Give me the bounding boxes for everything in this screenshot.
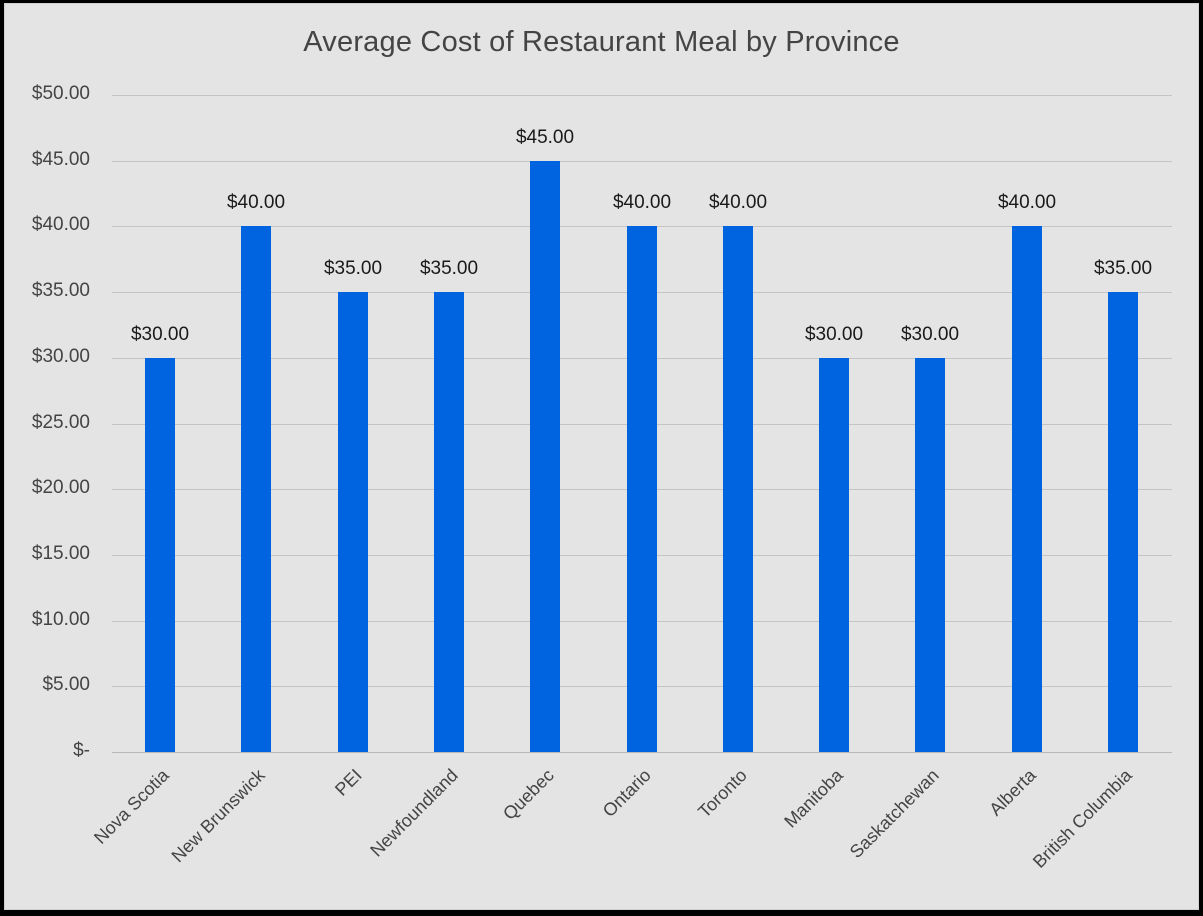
y-tick-label: $30.00 [31, 346, 90, 367]
data-label: $35.00 [419, 258, 479, 279]
bar [915, 358, 945, 752]
y-tick-label: $20.00 [31, 477, 90, 498]
data-label: $30.00 [804, 324, 864, 345]
data-label: $40.00 [997, 192, 1057, 213]
chart-title: Average Cost of Restaurant Meal by Provi… [303, 26, 900, 58]
y-tick-label: $40.00 [31, 214, 90, 235]
data-label: $35.00 [323, 258, 383, 279]
data-label: $30.00 [130, 324, 190, 345]
y-tick-label: $15.00 [31, 543, 90, 564]
y-tick-label: $- [73, 740, 90, 761]
y-tick-label: $50.00 [31, 83, 90, 104]
data-label: $40.00 [226, 192, 286, 213]
y-tick-label: $25.00 [31, 412, 90, 433]
data-label: $35.00 [1093, 258, 1153, 279]
x-axis-line [112, 752, 1172, 753]
gridline [112, 161, 1172, 162]
bar [241, 226, 271, 752]
y-tick-label: $5.00 [42, 674, 90, 695]
bar [723, 226, 753, 752]
y-tick-label: $35.00 [31, 280, 90, 301]
bar [1108, 292, 1138, 752]
chart-area [4, 3, 1199, 910]
bar [1012, 226, 1042, 752]
data-label: $30.00 [900, 324, 960, 345]
data-label: $40.00 [612, 192, 672, 213]
bar [530, 161, 560, 752]
bar [627, 226, 657, 752]
data-label: $45.00 [515, 127, 575, 148]
y-tick-label: $45.00 [31, 149, 90, 170]
bar [434, 292, 464, 752]
y-tick-label: $10.00 [31, 609, 90, 630]
data-label: $40.00 [708, 192, 768, 213]
bar [338, 292, 368, 752]
bar [819, 358, 849, 752]
bar [145, 358, 175, 752]
gridline [112, 95, 1172, 96]
